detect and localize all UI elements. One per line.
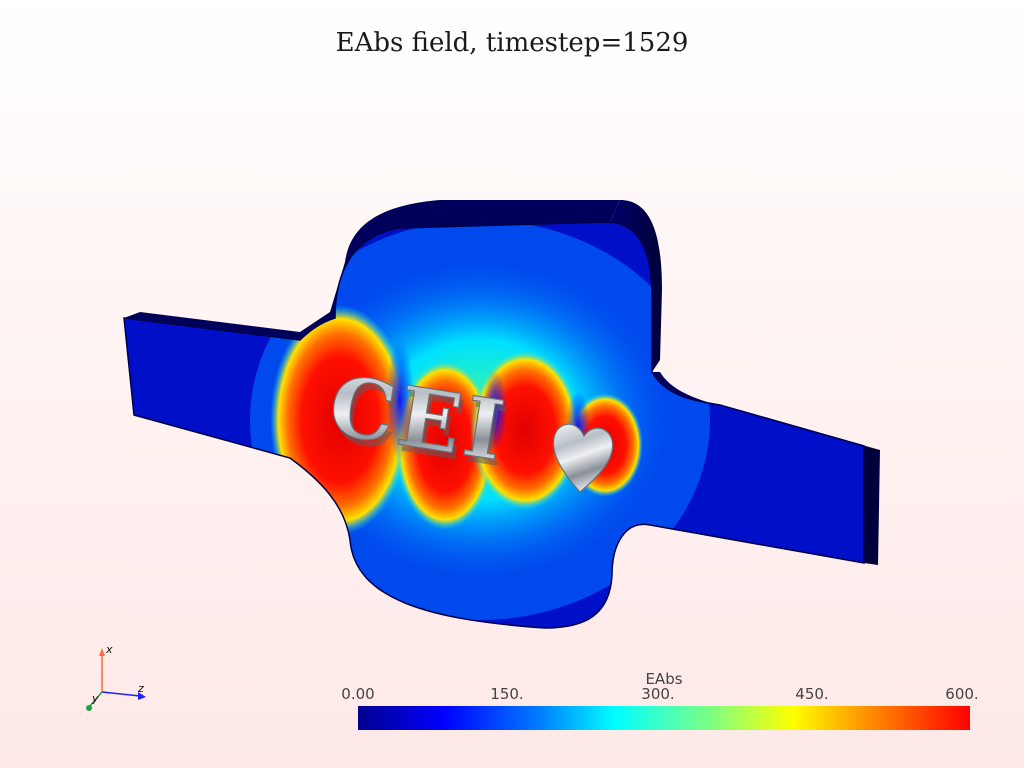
z-axis-label: z [137, 682, 144, 695]
x-axis-arrow [99, 648, 105, 656]
embossed-cei-text: CEI CEI [322, 357, 517, 487]
colorbar-tick-600: 600. [945, 685, 979, 703]
plate-outline [123, 221, 865, 629]
y-axis-marker [86, 705, 92, 711]
heart-shape [552, 423, 614, 493]
z-axis-arrow [138, 692, 146, 700]
y-axis-line [89, 691, 103, 707]
colorbar-tick-0: 0.00 [341, 685, 375, 703]
colorbar-tick-450: 450. [795, 685, 829, 703]
axis-orientation-triad: x z y [86, 643, 146, 711]
plate-side-walls [124, 200, 880, 565]
x-axis-label: x [105, 643, 113, 656]
colorbar-tick-150: 150. [490, 685, 524, 703]
colorbar-title: EAbs [645, 670, 683, 688]
plot-title: EAbs field, timestep=1529 [335, 28, 689, 58]
colorbar-gradient [358, 706, 970, 730]
y-axis-label: y [91, 692, 99, 705]
z-axis-line [101, 691, 141, 697]
colorbar-tick-300: 300. [641, 685, 675, 703]
